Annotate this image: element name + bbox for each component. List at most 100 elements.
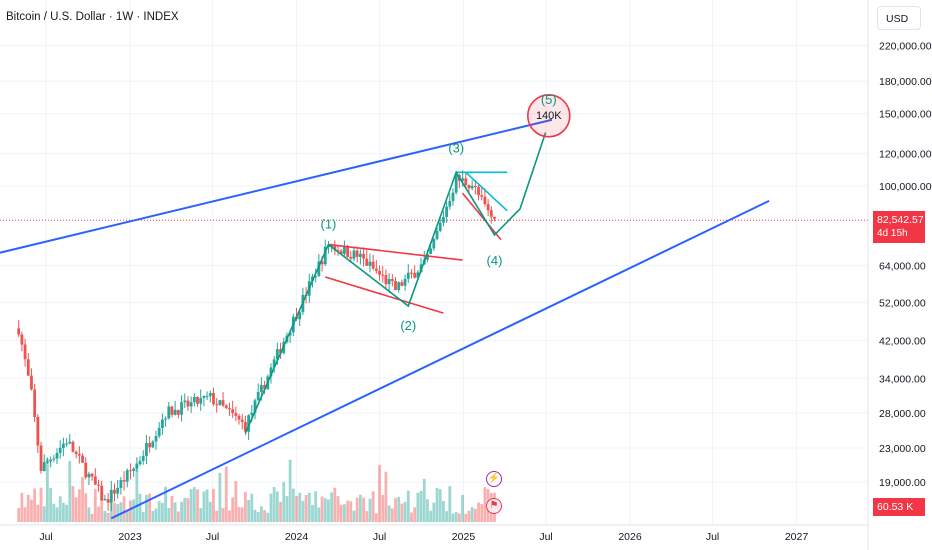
- candle-body: [493, 216, 496, 219]
- candle-body: [93, 476, 97, 485]
- time-tick-label: Jul: [373, 531, 386, 543]
- volume-bar: [470, 507, 474, 522]
- wave-label: (3): [448, 140, 464, 155]
- candle-body: [323, 246, 327, 265]
- candle-body: [320, 261, 324, 265]
- wave-label: (1): [321, 217, 337, 232]
- volume-bar: [314, 491, 318, 522]
- volume-bar: [154, 508, 158, 522]
- volume-bar: [173, 502, 177, 522]
- price-tick-label: 64,000.00: [879, 261, 926, 273]
- price-tick-label: 180,000.00: [879, 76, 932, 88]
- candle-body: [467, 184, 471, 189]
- wave-labels: (1) (2) (3) (4) (5) 140K: [321, 92, 563, 333]
- candle-body: [160, 419, 164, 428]
- last-price-value: 82,542.57: [877, 214, 924, 226]
- candle-body: [180, 402, 183, 415]
- candle-body: [208, 392, 212, 397]
- volume-bar: [74, 497, 78, 522]
- wave-label: (4): [487, 253, 503, 268]
- candle-body: [125, 470, 129, 482]
- candle-body: [314, 276, 318, 278]
- candle-body: [263, 384, 266, 390]
- candle-body: [228, 408, 231, 410]
- lightning-icon[interactable]: ⚡: [486, 471, 502, 487]
- candle-body: [84, 462, 88, 478]
- candle-body: [109, 489, 113, 503]
- candle-body: [170, 406, 174, 415]
- volume-bar: [467, 510, 471, 522]
- elliott-wave-path: [244, 132, 547, 434]
- volume-bar: [46, 458, 49, 522]
- candle-body: [352, 250, 356, 259]
- price-tick-label: 100,000.00: [879, 181, 932, 193]
- volume-bar: [256, 511, 260, 522]
- volume-bar: [237, 506, 241, 522]
- drawings[interactable]: [0, 93, 770, 520]
- price-tick-label: 120,000.00: [879, 149, 932, 161]
- volume-bar: [339, 504, 343, 522]
- candle-body: [365, 258, 369, 266]
- candle-body: [119, 480, 123, 488]
- currency-button[interactable]: USD: [877, 6, 921, 30]
- volume-bar: [378, 464, 381, 522]
- candle-body: [339, 250, 343, 254]
- volume-bar: [477, 502, 480, 522]
- volume-bar: [167, 508, 171, 522]
- upper-trendline: [0, 118, 553, 254]
- volume-bar: [103, 510, 107, 522]
- volume-bar: [311, 504, 314, 522]
- volume-bar: [30, 499, 33, 522]
- wave-label: (5): [541, 92, 557, 107]
- candle-body: [390, 279, 394, 281]
- candle-body: [113, 489, 116, 494]
- volume-bar: [282, 482, 286, 522]
- volume-bar: [390, 508, 394, 522]
- candle-body: [343, 246, 346, 254]
- volume-bar: [228, 510, 231, 522]
- candle-body: [33, 389, 37, 417]
- candle-body: [346, 246, 350, 257]
- volume-bar: [221, 508, 225, 522]
- volume-bar: [266, 512, 270, 522]
- volume-bar: [410, 512, 413, 522]
- flag-upper-line: [465, 171, 508, 212]
- volume-bar: [202, 491, 206, 522]
- volume-bar: [208, 501, 212, 522]
- volume-bar: [442, 501, 445, 522]
- time-tick-label: 2027: [785, 531, 809, 543]
- flag-icon[interactable]: ⚑: [486, 498, 502, 514]
- volume-bar: [125, 510, 129, 522]
- flag-lower-line: [461, 192, 502, 241]
- candle-body: [141, 456, 145, 461]
- volume-bar: [358, 494, 362, 522]
- volume-bar: [343, 504, 346, 522]
- volume-bar: [90, 513, 94, 522]
- candle-body: [122, 480, 126, 482]
- last-price-tag: 82,542.57 4d 15h: [873, 211, 925, 243]
- volume-bar: [113, 502, 116, 522]
- volume-bar: [483, 487, 487, 522]
- volume-bar: [20, 492, 24, 522]
- volume-bar: [186, 498, 190, 522]
- candle-body: [36, 416, 40, 446]
- volume-bar: [87, 507, 91, 522]
- volume-bar: [234, 481, 238, 522]
- candle-body: [362, 253, 365, 259]
- volume-bar: [301, 501, 305, 522]
- volume-bar: [170, 495, 174, 522]
- candle-body: [429, 248, 433, 255]
- volume-bar: [192, 487, 196, 522]
- volume-bar: [141, 511, 145, 522]
- candle-body: [212, 392, 215, 405]
- candle-body: [20, 334, 24, 345]
- candle-body: [416, 272, 420, 278]
- volume-bar: [205, 489, 209, 522]
- candle-body: [250, 412, 254, 416]
- candle-body: [244, 422, 247, 432]
- volume-bar: [71, 486, 75, 522]
- candle-body: [26, 359, 30, 376]
- volume-bar: [49, 488, 53, 522]
